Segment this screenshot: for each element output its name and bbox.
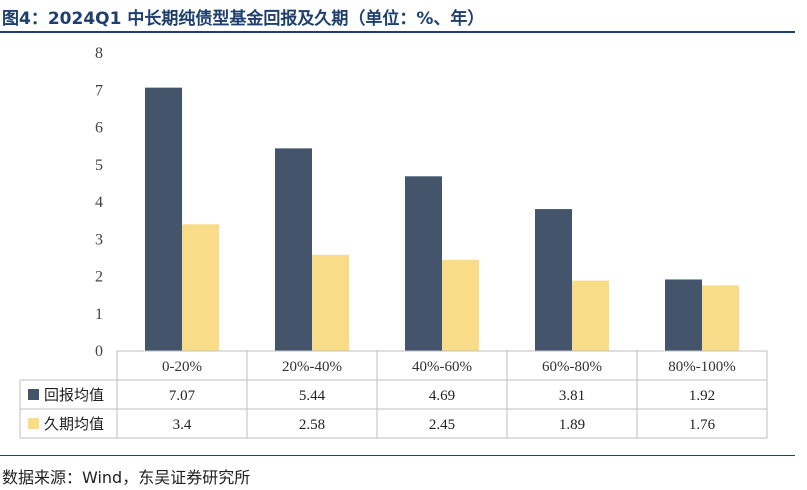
y-axis: 0 1 2 3 4 5 6 7 8 <box>95 45 103 360</box>
duration-bar <box>442 259 479 351</box>
title-rule <box>0 31 795 33</box>
data-table: 0-20% 20%-40% 40%-60% 60%-80% 80%-100% 回报均值 7.… <box>19 350 768 439</box>
x-category-label: 20%-40% <box>282 359 342 375</box>
bars <box>145 87 739 351</box>
x-category-label: 40%-60% <box>412 359 472 375</box>
duration-bar <box>702 285 739 351</box>
return-bar <box>665 279 702 351</box>
return-bar <box>535 209 572 351</box>
y-tick-label: 5 <box>95 157 103 174</box>
data-label: 1.76 <box>689 417 716 433</box>
data-label: 2.45 <box>429 417 455 433</box>
data-label: 7.07 <box>169 388 196 404</box>
y-tick-label: 4 <box>95 194 103 211</box>
y-tick-label: 0 <box>95 343 103 360</box>
x-category-label: 0-20% <box>162 359 202 375</box>
y-tick-label: 2 <box>95 269 103 286</box>
data-label: 4.69 <box>429 388 455 404</box>
return-bar <box>145 87 182 351</box>
legend-label: 回报均值 <box>44 386 104 404</box>
data-label: 3.4 <box>173 417 192 433</box>
bottom-rule <box>0 455 795 456</box>
duration-bar <box>572 280 609 351</box>
y-tick-label: 7 <box>95 82 103 99</box>
x-category-label: 80%-100% <box>668 359 736 375</box>
data-label: 1.89 <box>559 417 585 433</box>
data-label: 2.58 <box>299 417 325 433</box>
figure-title: 图4：2024Q1 中长期纯债型基金回报及久期（单位：%、年） <box>2 9 485 29</box>
return-bar <box>275 148 312 351</box>
data-label: 1.92 <box>689 388 715 404</box>
data-label: 5.44 <box>299 388 326 404</box>
source-note: 数据来源：Wind，东吴证券研究所 <box>2 468 251 487</box>
x-category-label: 60%-80% <box>542 359 602 375</box>
legend-label: 久期均值 <box>44 415 104 433</box>
legend-swatch-return <box>28 389 39 400</box>
y-tick-label: 3 <box>95 231 103 248</box>
return-bar <box>405 176 442 351</box>
y-tick-label: 8 <box>95 45 103 62</box>
data-label: 3.81 <box>559 388 585 404</box>
duration-bar <box>312 254 349 351</box>
legend-swatch-duration <box>28 418 39 429</box>
duration-bar <box>182 224 219 351</box>
y-tick-label: 6 <box>95 120 103 137</box>
y-tick-label: 1 <box>95 306 103 323</box>
